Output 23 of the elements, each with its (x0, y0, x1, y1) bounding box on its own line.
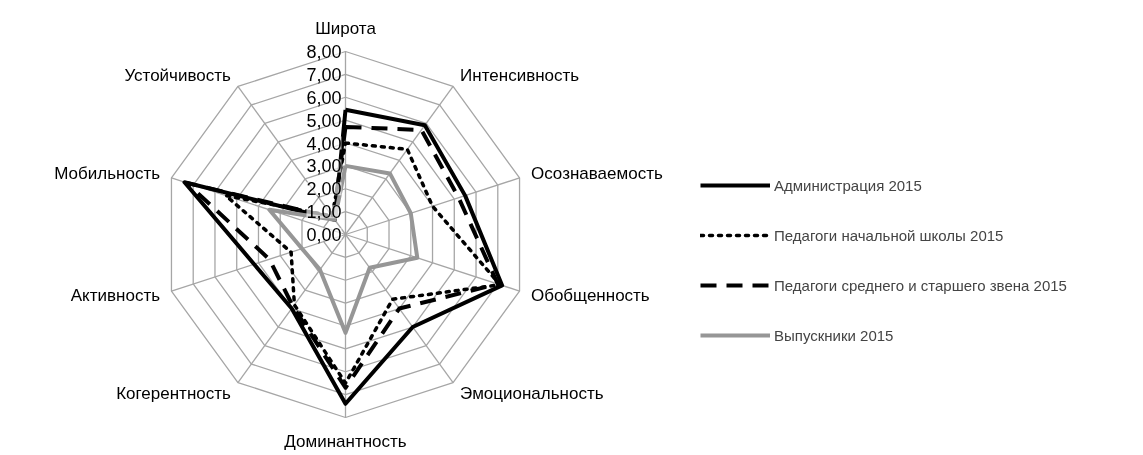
spoke-label: Осознаваемость (530, 164, 663, 184)
spoke-label: Эмоциональность (460, 384, 604, 404)
spoke-label: Мобильность (54, 164, 161, 184)
y-tick-label: 6,00 (306, 87, 342, 108)
y-tick-label: 4,00 (306, 133, 342, 154)
spoke-label: Доминантность (284, 431, 407, 451)
y-tick-label: 1,00 (306, 202, 342, 223)
spoke-label: Интенсивность (460, 65, 580, 85)
legend-label: Администрация 2015 (774, 176, 922, 194)
spoke-label: Широта (315, 18, 377, 38)
legend-label: Педагоги начальной школы 2015 (774, 226, 1004, 244)
spoke-label: Устойчивость (124, 65, 232, 85)
spoke-label: Когерентность (116, 384, 232, 404)
legend-label: Выпускники 2015 (774, 326, 894, 344)
spoke-label: Обобщенность (530, 285, 650, 305)
y-tick-label: 7,00 (306, 64, 342, 85)
y-tick-label: 2,00 (306, 179, 342, 200)
y-tick-label: 8,00 (306, 42, 342, 62)
legend-label: Педагоги среднего и старшего звена 2015 (774, 276, 1067, 294)
y-tick-label: 0,00 (306, 225, 342, 245)
spoke-label: Активность (70, 285, 161, 305)
y-tick-label: 3,00 (306, 156, 342, 177)
y-tick-label: 5,00 (306, 110, 342, 131)
